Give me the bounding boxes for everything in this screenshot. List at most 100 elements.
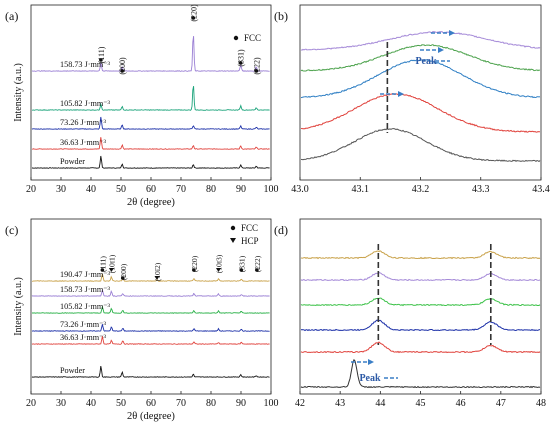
- series-label: 36.63 J·mm⁻³: [60, 333, 106, 342]
- panel-b: 43.0 43.1 43.2 43.3 43.4 (b) Peak: [274, 4, 550, 195]
- series-line: [31, 336, 270, 345]
- fcc-marker: [255, 268, 259, 272]
- peak-annotation: (111): [98, 256, 107, 272]
- arrow-head: [398, 91, 404, 97]
- x-tick-label: 44: [375, 398, 385, 409]
- panel-c: 20 30 40 50 60 70 80 90 100 (c) 2θ (degree) Intensi…: [5, 218, 279, 422]
- peak-annotation: (111): [97, 46, 106, 63]
- x-tick-label: 80: [206, 398, 216, 409]
- legend-label: FCC: [244, 33, 261, 43]
- x-tick-label: 30: [56, 184, 66, 195]
- series-line: [300, 93, 541, 133]
- peak-annotation: (200): [119, 263, 128, 280]
- peak-annotation: (222): [253, 255, 262, 272]
- peak-annotation: (10ī2): [153, 262, 162, 281]
- x-tick-label: 70: [176, 398, 186, 409]
- hcp-marker: [154, 276, 160, 280]
- panel-d: 42 43 44 45 46 47 48 (d) Peak: [274, 218, 546, 409]
- legend-label: FCC: [241, 223, 258, 233]
- legend-label: HCP: [241, 236, 259, 246]
- legend-circle-marker: [230, 225, 236, 231]
- series-line: [32, 155, 270, 169]
- fcc-marker: [192, 268, 196, 272]
- series-line: [300, 358, 541, 389]
- series-5: 190.47 J·mm⁻³: [31, 270, 270, 282]
- series-line: [300, 272, 541, 282]
- series-1: 36.63 J·mm⁻³: [31, 333, 270, 345]
- fcc-marker: [99, 58, 103, 62]
- series-label: 105.82 J·mm⁻³: [60, 302, 111, 311]
- series-label: 158.73 J·mm⁻³: [60, 60, 111, 69]
- series-line: [31, 324, 270, 332]
- x-tick-label: 43: [335, 398, 345, 409]
- y-axis-label: Intensity (a.u.): [13, 63, 24, 122]
- x-tick-label: 43.2: [412, 184, 430, 195]
- panel-label: (c): [5, 223, 18, 237]
- panel-a: 20 30 40 50 60 70 80 90 100 (a) 2θ (degree) Intensi…: [5, 4, 279, 208]
- series-label: 105.82 J·mm⁻³: [60, 99, 111, 108]
- series-1: 36.63 J·mm⁻³: [31, 137, 270, 150]
- peak-annotation: (331): [237, 49, 246, 67]
- plot-frame: [299, 218, 542, 395]
- series-label: 73.26 J·mm⁻³: [60, 320, 106, 329]
- series-label: 190.47 J·mm⁻³: [60, 270, 111, 279]
- series-label: 158.73 J·mm⁻³: [60, 285, 111, 294]
- series-line: [300, 30, 541, 51]
- x-tick-label: 70: [176, 184, 186, 195]
- x-tick-label: 43.0: [291, 184, 309, 195]
- peak-annotation: (222): [252, 57, 261, 75]
- fcc-marker: [191, 16, 196, 20]
- series-label: 73.26 J·mm⁻³: [60, 118, 106, 127]
- fcc-marker: [239, 268, 244, 272]
- x-tick-label: 43.4: [532, 184, 550, 195]
- series-line: [300, 297, 541, 307]
- series-2: 73.26 J·mm⁻³: [31, 320, 270, 332]
- x-tick-label: 48: [536, 398, 546, 409]
- x-tick-label: 20: [26, 398, 36, 409]
- series-line: [300, 319, 541, 332]
- y-axis-label: Intensity (a.u.): [13, 277, 24, 336]
- series-line: [300, 44, 541, 72]
- peak-annotation: (220): [189, 4, 198, 22]
- peak-annotation: (10ī1): [107, 254, 116, 273]
- series-line: [300, 250, 541, 260]
- series-line: [300, 58, 541, 99]
- fcc-marker: [100, 268, 105, 272]
- peak-annotation: (331): [237, 255, 246, 272]
- series-3: 105.82 J·mm⁻³: [31, 302, 270, 314]
- series-line: [31, 366, 270, 378]
- panel-label: (d): [274, 223, 288, 237]
- x-tick-label: 47: [496, 398, 506, 409]
- peak-annotation: Peak: [415, 56, 437, 67]
- legend-circle-marker: [233, 35, 239, 41]
- arrow-head: [449, 30, 455, 36]
- x-tick-label: 30: [56, 398, 66, 409]
- hcp-marker: [108, 268, 114, 272]
- series-4: 158.73 J·mm⁻³: [31, 36, 270, 72]
- fcc-marker: [121, 276, 125, 280]
- series-2: 73.26 J·mm⁻³: [31, 116, 270, 130]
- peak-annotation: (10ī3): [215, 254, 224, 273]
- peak-annotation: Peak: [359, 373, 381, 384]
- series-line: [300, 128, 541, 163]
- x-tick-label: 46: [456, 398, 466, 409]
- series-4: 158.73 J·mm⁻³: [31, 285, 270, 297]
- series-line: [31, 288, 270, 297]
- x-tick-label: 90: [236, 398, 246, 409]
- hcp-marker: [216, 268, 221, 272]
- x-axis-label: 2θ (degree): [127, 411, 175, 422]
- panel-label: (b): [274, 9, 288, 23]
- x-tick-label: 100: [264, 398, 279, 409]
- x-tick-label: 43.3: [472, 184, 490, 195]
- x-tick-label: 100: [264, 184, 279, 195]
- series-0: Powder: [32, 155, 270, 169]
- series-line: [31, 86, 270, 111]
- legend: FCC: [233, 33, 261, 43]
- legend-triangle-marker: [230, 238, 236, 243]
- peak-annotation: (200): [118, 57, 127, 75]
- series-line: [31, 36, 270, 72]
- series-0: Powder: [31, 366, 270, 378]
- x-tick-label: 40: [86, 398, 96, 409]
- series-label: Powder: [60, 366, 85, 375]
